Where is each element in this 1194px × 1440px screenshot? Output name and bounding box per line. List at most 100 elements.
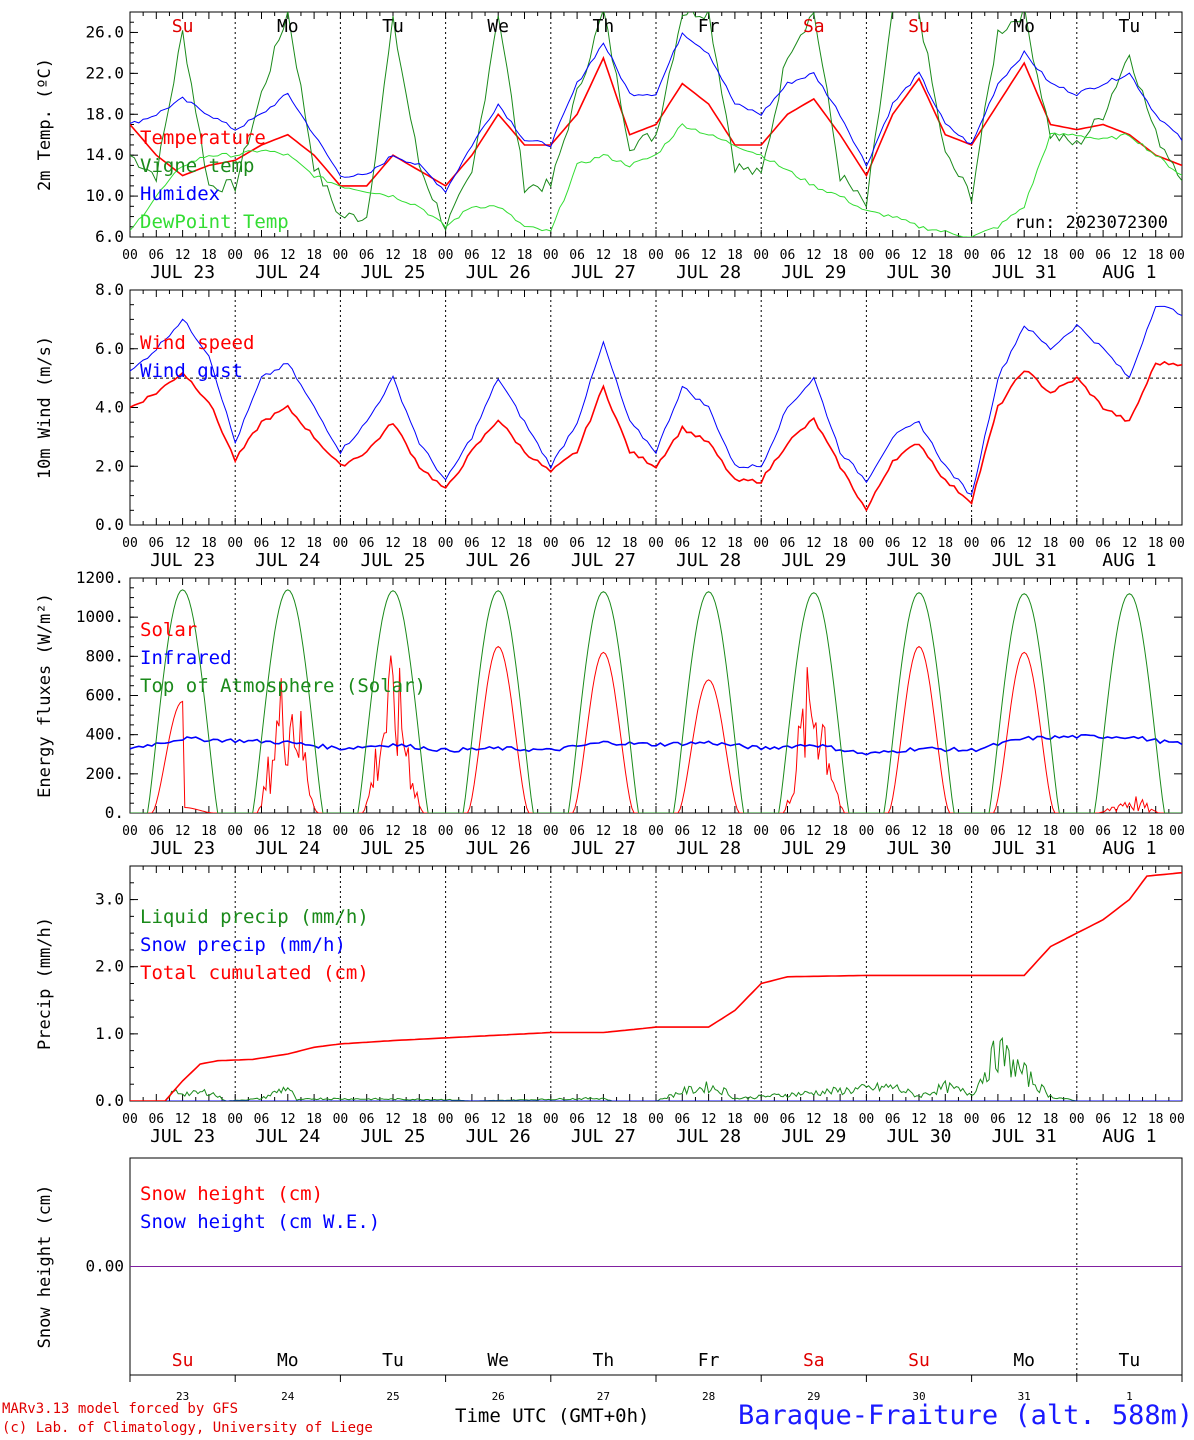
hour-label: 06 xyxy=(569,824,585,839)
day-number: 23 xyxy=(176,1390,189,1403)
y-tick-label: 4.0 xyxy=(95,398,124,417)
hour-label: 00 xyxy=(753,1112,769,1127)
hour-label: 18 xyxy=(622,824,638,839)
y-tick-label: 400. xyxy=(85,725,124,744)
hour-label: 06 xyxy=(569,248,585,263)
y-tick-label: 14.0 xyxy=(85,145,124,164)
day-number: 27 xyxy=(597,1390,610,1403)
model-credit-line2: (c) Lab. of Climatology, University of L… xyxy=(2,1420,373,1436)
date-label: JUL 28 xyxy=(676,838,741,859)
hour-label: 12 xyxy=(911,536,927,551)
legend-entry: DewPoint Temp xyxy=(140,211,289,233)
legend-entry: Humidex xyxy=(140,183,220,205)
y-tick-label: 1000. xyxy=(76,607,124,626)
hour-label: 06 xyxy=(1095,1112,1111,1127)
hour-label: 06 xyxy=(148,1112,164,1127)
date-label: JUL 23 xyxy=(150,550,215,571)
model-credit-line1: MARv3.13 model forced by GFS xyxy=(2,1401,239,1417)
hour-label: 18 xyxy=(306,824,322,839)
hour-label: 06 xyxy=(990,248,1006,263)
day-number: 25 xyxy=(386,1390,399,1403)
hour-label: 18 xyxy=(832,1112,848,1127)
hour-label: 06 xyxy=(780,536,796,551)
legend-entry: Snow precip (mm/h) xyxy=(140,934,346,956)
series-line-humidex xyxy=(130,32,1182,194)
hour-label: 00 xyxy=(648,248,664,263)
day-name: Tu xyxy=(382,1350,404,1371)
hour-label: 00 xyxy=(122,1112,138,1127)
hour-label: 18 xyxy=(411,1112,427,1127)
y-tick-label: 200. xyxy=(85,764,124,783)
day-name: Sa xyxy=(803,1350,825,1371)
hour-label: 06 xyxy=(464,824,480,839)
hour-label: 12 xyxy=(1122,536,1138,551)
hour-label: 00 xyxy=(227,1112,243,1127)
hour-label: 12 xyxy=(596,824,612,839)
hour-label: 18 xyxy=(201,1112,217,1127)
hour-label: 06 xyxy=(780,824,796,839)
legend-entry: Solar xyxy=(140,619,197,641)
day-name: Su xyxy=(172,16,194,37)
hour-label: 18 xyxy=(1148,248,1164,263)
hour-label: 18 xyxy=(937,536,953,551)
hour-label: 12 xyxy=(385,824,401,839)
date-label: JUL 26 xyxy=(466,838,531,859)
date-label: JUL 29 xyxy=(781,1126,846,1147)
hour-label: 12 xyxy=(175,536,191,551)
hour-label: 00 xyxy=(543,1112,559,1127)
hour-label: 18 xyxy=(306,248,322,263)
hour-label: 12 xyxy=(1016,1112,1032,1127)
legend-entry: Wind speed xyxy=(140,332,254,354)
hour-label: 06 xyxy=(569,536,585,551)
hour-label: 06 xyxy=(674,1112,690,1127)
hour-label: 00 xyxy=(859,536,875,551)
hour-label: 12 xyxy=(596,248,612,263)
hour-label: 18 xyxy=(517,1112,533,1127)
panel-1: 6.0 10.0 14.0 18.0 22.0 26.0 2m Temp. (ºC) 00 06… xyxy=(35,11,1185,283)
station-title: Baraque-Fraiture (alt. 588m) xyxy=(738,1400,1194,1431)
legend-entry: Infrared xyxy=(140,647,232,669)
hour-label: 06 xyxy=(674,536,690,551)
hour-label: 00 xyxy=(859,248,875,263)
hour-label: 18 xyxy=(1043,536,1059,551)
hour-label: 18 xyxy=(832,824,848,839)
hour-label: 12 xyxy=(385,248,401,263)
hour-label: 00 xyxy=(227,536,243,551)
hour-label: 06 xyxy=(885,248,901,263)
date-label: AUG 1 xyxy=(1102,838,1156,859)
hour-label: 00 xyxy=(333,536,349,551)
date-label: AUG 1 xyxy=(1102,550,1156,571)
hour-label: 06 xyxy=(780,1112,796,1127)
date-label: JUL 26 xyxy=(466,262,531,283)
legend-entry: Top of Atmosphere (Solar) xyxy=(140,675,426,697)
hour-label: 00 xyxy=(122,536,138,551)
hour-label: 12 xyxy=(1016,536,1032,551)
y-tick-label: 0. xyxy=(105,803,124,822)
date-label: JUL 27 xyxy=(571,550,636,571)
hour-label: 06 xyxy=(464,248,480,263)
hour-label: 18 xyxy=(201,248,217,263)
date-label: JUL 29 xyxy=(781,838,846,859)
series-line-total-cumulated-cm- xyxy=(130,871,1182,1101)
hour-label: 18 xyxy=(832,248,848,263)
hour-label: 00 xyxy=(438,536,454,551)
legend-entry: Total cumulated (cm) xyxy=(140,962,369,984)
hour-label: 00 xyxy=(543,248,559,263)
hour-label: 00 xyxy=(227,824,243,839)
date-label: JUL 30 xyxy=(886,1126,951,1147)
date-label: JUL 23 xyxy=(150,1126,215,1147)
hour-label: 12 xyxy=(701,248,717,263)
y-tick-label: 1200. xyxy=(76,568,124,587)
hour-label: 18 xyxy=(727,536,743,551)
hour-label: 18 xyxy=(937,824,953,839)
hour-label: 18 xyxy=(1148,824,1164,839)
hour-label: 18 xyxy=(411,824,427,839)
hour-label: 06 xyxy=(674,824,690,839)
hour-label: 00 xyxy=(648,536,664,551)
day-name: Tu xyxy=(1119,16,1141,37)
hour-label: 12 xyxy=(280,536,296,551)
date-label: JUL 27 xyxy=(571,1126,636,1147)
day-name: Su xyxy=(908,16,930,37)
